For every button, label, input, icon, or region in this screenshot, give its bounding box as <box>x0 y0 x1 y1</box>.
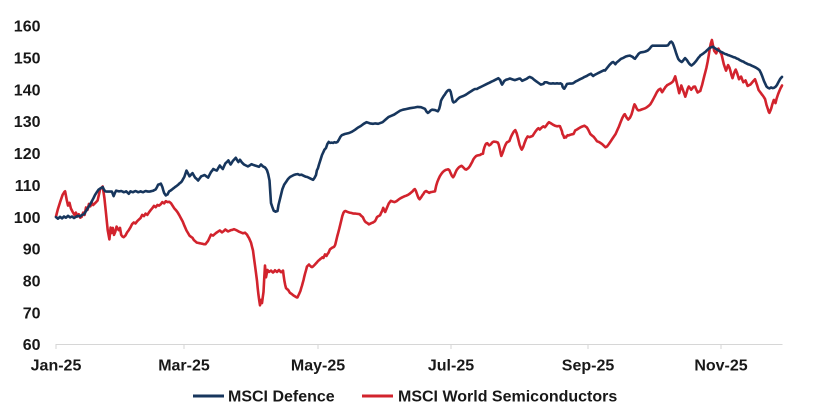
svg-text:120: 120 <box>14 146 41 163</box>
svg-text:80: 80 <box>23 274 41 291</box>
svg-text:MSCI World Semiconductors: MSCI World Semiconductors <box>398 389 617 406</box>
svg-text:140: 140 <box>14 82 41 99</box>
svg-text:90: 90 <box>23 242 41 259</box>
svg-text:150: 150 <box>14 51 41 68</box>
svg-text:MSCI Defence: MSCI Defence <box>228 389 335 406</box>
svg-text:Mar-25: Mar-25 <box>158 358 210 375</box>
svg-text:Jan-25: Jan-25 <box>31 358 82 375</box>
svg-text:Jul-25: Jul-25 <box>428 358 474 375</box>
svg-text:70: 70 <box>23 305 41 322</box>
svg-text:Nov-25: Nov-25 <box>694 358 747 375</box>
svg-text:160: 160 <box>14 19 41 36</box>
svg-text:60: 60 <box>23 337 41 354</box>
svg-text:Sep-25: Sep-25 <box>562 358 615 375</box>
svg-text:100: 100 <box>14 210 41 227</box>
svg-text:May-25: May-25 <box>291 358 345 375</box>
svg-text:110: 110 <box>15 178 41 195</box>
svg-text:130: 130 <box>14 114 41 131</box>
